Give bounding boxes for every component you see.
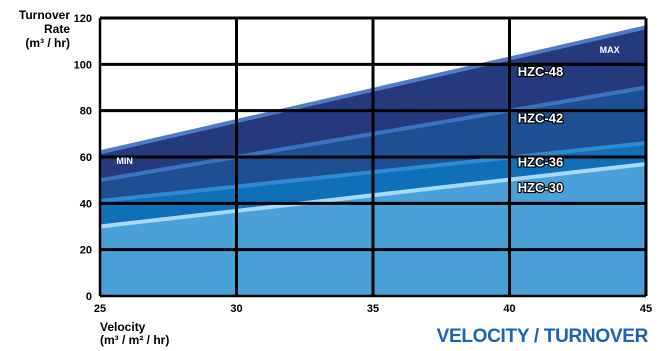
x-tick-label: 25 [94, 303, 106, 315]
y-tick-label: 0 [86, 291, 92, 303]
annotation-label: MIN [116, 156, 133, 166]
y-axis-title-line2: Rate [43, 22, 70, 36]
y-axis-title: Turnover Rate (m³ / hr) [8, 8, 70, 50]
y-tick-label: 20 [80, 245, 92, 257]
x-tick-label: 45 [640, 303, 652, 315]
x-axis-title: Velocity (m³ / m² / hr) [100, 321, 169, 347]
y-axis-title-line1: Turnover [18, 8, 70, 22]
x-tick-label: 35 [367, 303, 379, 315]
y-tick-label: 60 [80, 152, 92, 164]
chart-footer-title: VELOCITY / TURNOVER [436, 326, 649, 347]
x-tick-label: 40 [503, 303, 515, 315]
label-layer: HZC-48 HZC-42 HZC-36 HZC-30 MIN MAX [116, 45, 620, 196]
x-axis-title-line1: Velocity [100, 320, 146, 334]
y-axis-unit: (m³ / hr) [25, 36, 70, 50]
y-tick-label: 120 [74, 13, 92, 25]
x-tick-label: 30 [230, 303, 242, 315]
band-label: HZC-48 [518, 64, 564, 79]
y-tick-label: 80 [80, 106, 92, 118]
tick-layer: 0 20 40 60 80 100 120 25 30 35 40 45 [74, 13, 652, 315]
annotation-label: MAX [600, 45, 620, 55]
band-label: HZC-36 [518, 154, 564, 169]
y-tick-label: 100 [74, 59, 92, 71]
band-label: HZC-30 [518, 180, 564, 195]
y-tick-label: 40 [80, 198, 92, 210]
x-axis-unit: (m³ / m² / hr) [100, 333, 170, 347]
grid-layer [98, 16, 648, 298]
band-label: HZC-42 [518, 110, 564, 125]
